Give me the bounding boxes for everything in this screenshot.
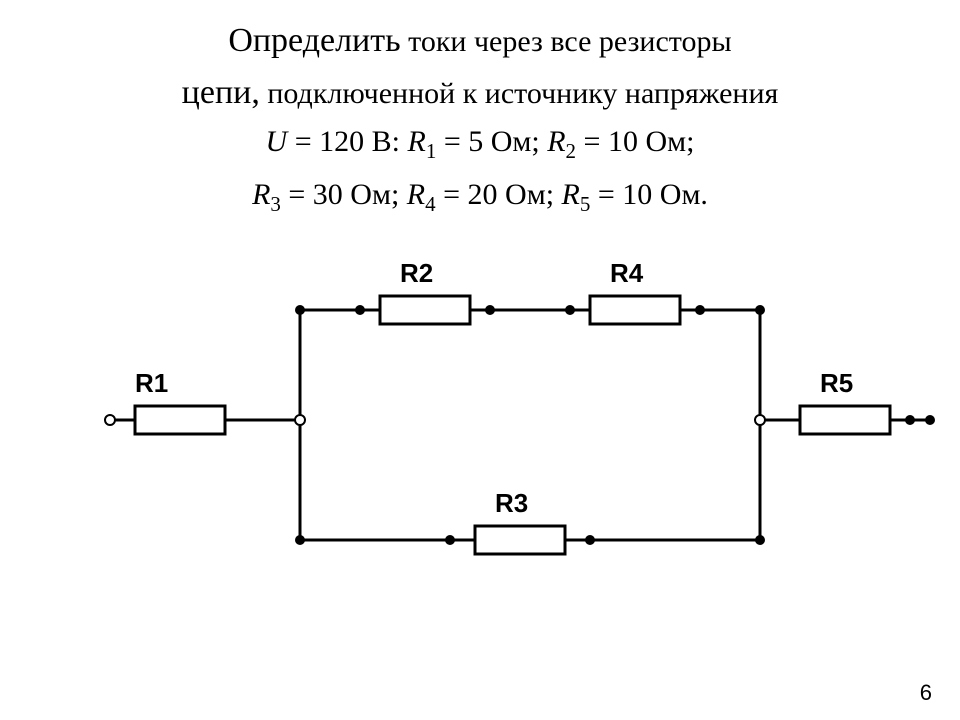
line-1: Определить токи через все резисторы [0,18,960,64]
label-r1: R1 [135,368,168,399]
problem-statement: Определить токи через все резисторы цепи… [0,18,960,218]
circuit-svg [80,250,960,590]
sym-R1: R [407,125,425,158]
word-opredelit: Определить [228,22,400,59]
page-number: 6 [920,680,932,706]
label-r3: R3 [495,488,528,519]
label-r5: R5 [820,368,853,399]
page: Определить токи через все резисторы цепи… [0,0,960,720]
val-R1: = 5 Ом; [436,125,547,158]
line1-rest: токи через все резисторы [401,25,732,58]
label-r2: R2 [400,258,433,289]
sym-R2: R [547,125,565,158]
sym-R3: R [252,178,270,211]
val-R3: = 30 Ом; [281,178,407,211]
val-R4: = 20 Ом; [436,178,562,211]
val-U: = 120 В [287,125,391,158]
line-3: U = 120 В: R1 = 5 Ом; R2 = 10 Ом; [0,122,960,165]
line2-rest: подключенной к источнику напряжения [260,77,778,110]
circuit-diagram: R1 R2 R3 R4 R5 [80,250,880,610]
val-R5: = 10 Ом. [590,178,708,211]
sym-R5: R [562,178,580,211]
val-R2: = 10 Ом; [576,125,694,158]
word-cepi: цепи, [182,74,260,111]
sym-U: U [266,125,288,158]
label-r4: R4 [610,258,643,289]
line-4: R3 = 30 Ом; R4 = 20 Ом; R5 = 10 Ом. [0,175,960,218]
colon: : [392,125,408,158]
sym-R4: R [407,178,425,211]
line-2: цепи, подключенной к источнику напряжени… [0,70,960,116]
